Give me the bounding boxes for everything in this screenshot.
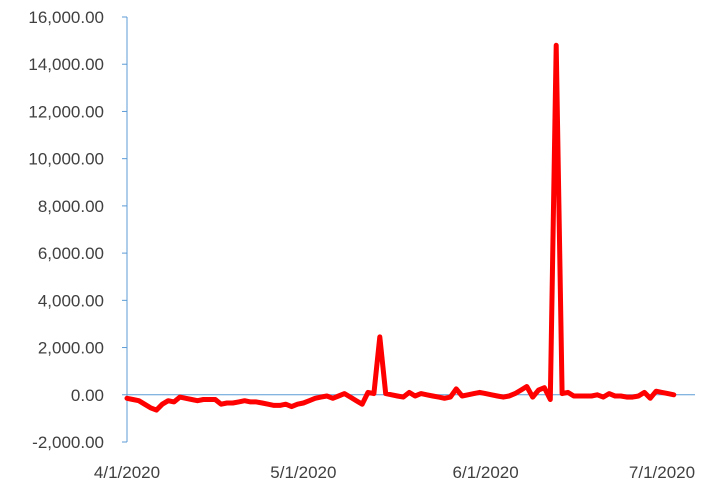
y-tick-label: -2,000.00 [32, 433, 104, 452]
y-tick-label: 8,000.00 [38, 197, 104, 216]
y-axis-tick-marks [122, 16, 127, 443]
x-tick-label: 4/1/2020 [94, 463, 160, 482]
y-tick-label: 6,000.00 [38, 244, 104, 263]
series-layer [124, 42, 677, 413]
x-tick-label: 5/1/2020 [270, 463, 336, 482]
y-axis-tick-labels: -2,000.00 0.00 2,000.00 4,000.00 6,000.00 8,0… [28, 8, 104, 452]
x-tick-label: 7/1/2020 [629, 463, 695, 482]
x-tick-label: 6/1/2020 [453, 463, 519, 482]
x-axis-tick-labels: 4/1/2020 5/1/2020 6/1/2020 7/1/2020 [94, 463, 695, 482]
series-line [124, 42, 677, 413]
y-tick-label: 12,000.00 [28, 102, 104, 121]
y-tick-label: 4,000.00 [38, 291, 104, 310]
y-tick-label: 0.00 [71, 386, 104, 405]
y-tick-label: 2,000.00 [38, 339, 104, 358]
y-tick-label: 16,000.00 [28, 8, 104, 27]
y-tick-label: 10,000.00 [28, 150, 104, 169]
y-tick-label: 14,000.00 [28, 55, 104, 74]
